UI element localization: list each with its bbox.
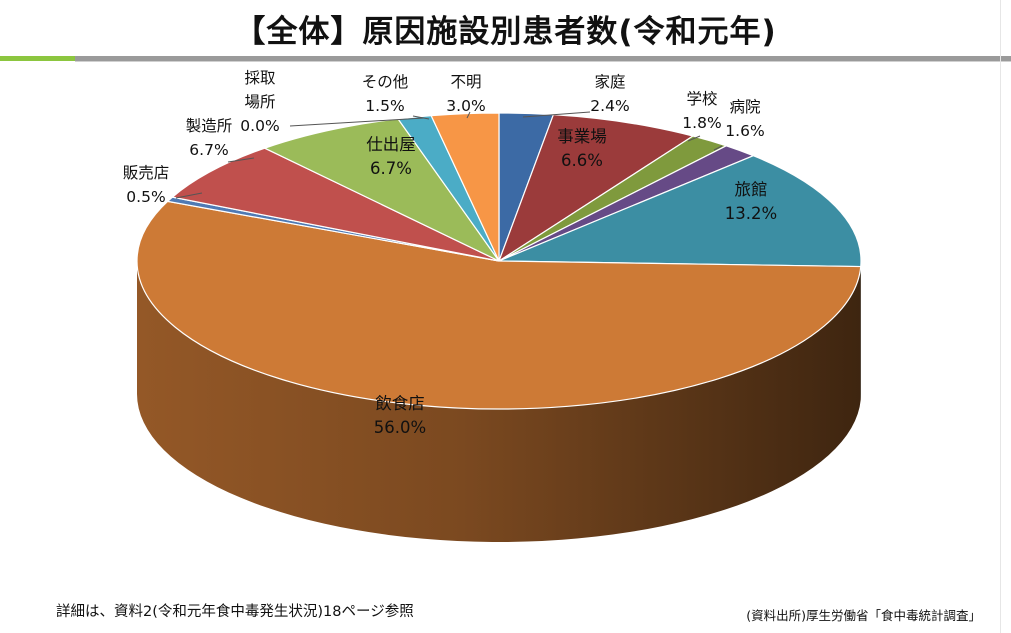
pie-leader-e68ea1e58f96e5a0b4e68980 bbox=[289, 117, 425, 127]
pie-leader-e5aeb6e5baad bbox=[522, 111, 591, 118]
pie-slice-e9a3b2e9a39fe5ba97 bbox=[136, 200, 862, 410]
pie-leader-e4b88de6988e bbox=[466, 111, 471, 119]
footer-note: 詳細は、資料2(令和元年食中毒発生状況)18ページ参照 bbox=[56, 604, 414, 620]
pie-value-e4b88de6988e: 3.0% bbox=[446, 97, 485, 115]
pie-label-e69785e9a4a8: 旅館 bbox=[735, 180, 768, 199]
pie-slice-e4b88de6988e bbox=[430, 112, 500, 262]
pie-label-e3819de381aee4bb96: その他 bbox=[362, 73, 409, 91]
pie-slice-e69785e9a4a8 bbox=[498, 155, 862, 268]
page-title: 【全体】原因施設別患者数(令和元年) bbox=[234, 14, 777, 50]
pie-value-e9a3b2e9a39fe5ba97: 56.0% bbox=[374, 418, 426, 437]
pie-value-e3819de381aee4bb96: 1.5% bbox=[365, 97, 404, 115]
frame-edge bbox=[1000, 0, 1001, 633]
pie-value-e69785e9a4a8: 13.2% bbox=[725, 204, 777, 223]
pie-side-e9a3b2e9a39fe5ba97 bbox=[137, 261, 861, 543]
pie-value-e79785e999a2: 1.6% bbox=[725, 122, 764, 140]
pie-value-e4ba8be6a5ade5a0b4: 6.6% bbox=[561, 151, 603, 170]
pie-value-e4bb95e587bae5b18b: 6.7% bbox=[370, 159, 412, 178]
pie-label-e79785e999a2: 病院 bbox=[729, 97, 760, 116]
pie-slices bbox=[136, 112, 862, 410]
pie-slice-e4ba8be6a5ade5a0b4 bbox=[497, 114, 695, 263]
pie-label-e5ada6e6a0a1: 学校 bbox=[686, 90, 717, 108]
pie-label-e68ea1e58f96e5a0b4e68980: 場所 bbox=[244, 93, 275, 111]
pie-value-e5aeb6e5baad: 2.4% bbox=[590, 97, 629, 115]
title-rule-bar bbox=[75, 56, 1011, 61]
pie-value-e8a3bde980a0e68980: 6.7% bbox=[189, 141, 228, 159]
pie-value-e8b2a9e5a3b2e5ba97: 0.5% bbox=[126, 188, 165, 206]
pie-leader-e5ada6e6a0a1 bbox=[687, 135, 701, 142]
title-rule bbox=[0, 56, 1011, 62]
pie-leader-lines bbox=[175, 111, 723, 199]
pie-label-e9a3b2e9a39fe5ba97: 飲食店 bbox=[375, 394, 425, 413]
pie-label-e4ba8be6a5ade5a0b4: 事業場 bbox=[557, 127, 607, 146]
pie-value-e5ada6e6a0a1: 1.8% bbox=[682, 114, 721, 132]
title-rule-accent bbox=[0, 56, 75, 61]
pie-labels: 家庭 2.4% 事業場 6.6% 学校 1.8% 病院 1.6% 旅館 13.2% 飲食店 56.0%… bbox=[123, 69, 777, 437]
pie-leader-e8a3bde980a0e68980 bbox=[227, 157, 255, 163]
pie-leader-e8b2a9e5a3b2e5ba97 bbox=[175, 192, 203, 199]
pie-label-e5aeb6e5baad: 家庭 bbox=[594, 73, 625, 91]
pie-leader-e3819de381aee4bb96 bbox=[412, 115, 430, 120]
pie-slice-e8a3bde980a0e68980 bbox=[171, 147, 500, 262]
pie-value-e68ea1e58f96e5a0b4e68980: 0.0% bbox=[240, 117, 279, 135]
pie-label-e8b2a9e5a3b2e5ba97: 販売店 bbox=[123, 164, 170, 182]
pie-label-e68ea1e58f96e5a0b4e68980: 採取 bbox=[244, 69, 275, 87]
pie-side-walls bbox=[137, 261, 861, 543]
footer-source: (資料出所)厚生労働省「食中毒統計調査」 bbox=[746, 608, 981, 623]
pie-leader-e79785e999a2 bbox=[713, 145, 723, 151]
pie-label-e4bb95e587bae5b18b: 仕出屋 bbox=[366, 135, 416, 154]
pie-label-e8a3bde980a0e68980: 製造所 bbox=[186, 117, 233, 135]
title-rule-shadow bbox=[75, 61, 1011, 62]
pie-label-e4b88de6988e: 不明 bbox=[450, 73, 481, 91]
